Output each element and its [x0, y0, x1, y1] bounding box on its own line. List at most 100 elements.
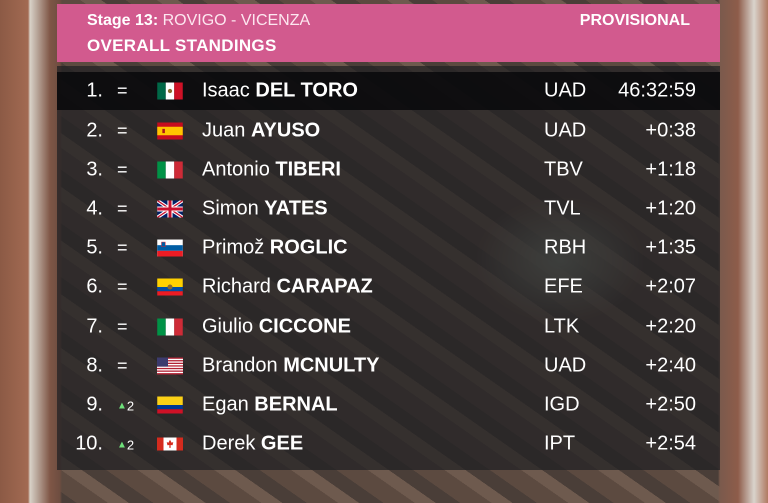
rider-first-name: Isaac [202, 79, 250, 102]
rider-position: 4. [86, 197, 103, 220]
standings-list: 1. = Isaac DEL TORO UAD 46:32:59 2. = Juan AYUS… [57, 72, 720, 464]
stage-label: Stage 13: [87, 12, 159, 29]
italy-flag-icon [157, 318, 183, 336]
position-change: = [117, 276, 128, 297]
rider-name: Antonio TIBERI [202, 158, 341, 181]
mexico-flag-icon [157, 82, 183, 100]
rider-last-name: TIBERI [275, 158, 341, 181]
position-change: = [117, 355, 128, 376]
standings-title: OVERALL STANDINGS [87, 36, 277, 55]
standings-row: 6. = Richard CARAPAZ EFE +2:07 [57, 268, 720, 307]
standings-row: 1. = Isaac DEL TORO UAD 46:32:59 [57, 72, 720, 110]
rider-first-name: Juan [202, 119, 246, 142]
rider-last-name: CICCONE [258, 315, 351, 338]
rider-first-name: Giulio [202, 315, 254, 338]
rider-last-name: BERNAL [254, 393, 338, 416]
team-code: EFE [544, 275, 583, 298]
position-change: = [117, 120, 128, 141]
standings-row: 7. = Giulio CICCONE LTK +2:20 [57, 307, 720, 346]
rider-first-name: Richard [202, 275, 271, 298]
rider-last-name: YATES [264, 197, 328, 220]
standings-row: 8. = Brandon MCNULTY UAD +2:40 [57, 346, 720, 385]
spain-flag-icon [157, 122, 183, 140]
rider-first-name: Egan [202, 393, 249, 416]
rider-name: Primož ROGLIC [202, 237, 348, 260]
position-change: ▲2 [117, 394, 134, 415]
rider-first-name: Simon [202, 197, 259, 220]
rider-name: Derek GEE [202, 433, 303, 456]
standings-row: 4. = Simon YATES TVL +1:20 [57, 189, 720, 228]
gc-time: +0:38 [645, 119, 696, 142]
team-code: RBH [544, 236, 587, 259]
colombia-flag-icon [157, 396, 183, 414]
position-change: ▲2 [117, 434, 134, 455]
standings-row: 9. ▲2 Egan BERNAL IGD +2:50 [57, 385, 720, 424]
rider-first-name: Primož [202, 236, 265, 259]
rider-last-name: MCNULTY [283, 354, 380, 377]
rider-first-name: Derek [202, 432, 256, 455]
rider-position: 8. [86, 354, 103, 377]
rider-name: Brandon MCNULTY [202, 354, 379, 377]
rider-position: 10. [75, 432, 103, 455]
rider-position: 2. [86, 119, 103, 142]
gc-time: +1:18 [645, 158, 696, 181]
gc-time: +2:20 [645, 315, 696, 338]
gc-time: +2:07 [645, 275, 696, 298]
rider-last-name: GEE [260, 432, 304, 455]
provisional-badge: PROVISIONAL [579, 12, 690, 29]
gc-time: +1:20 [645, 197, 696, 220]
rider-name: Simon YATES [202, 197, 328, 220]
team-code: UAD [544, 119, 587, 142]
rider-position: 5. [86, 236, 103, 259]
rider-last-name: CARAPAZ [276, 275, 373, 298]
rider-first-name: Brandon [202, 354, 278, 377]
position-change: = [117, 237, 128, 258]
gc-time: +1:35 [645, 236, 696, 259]
team-code: IGD [544, 393, 580, 416]
position-change: = [117, 80, 128, 101]
standings-row: 2. = Juan AYUSO UAD +0:38 [57, 111, 720, 150]
rider-first-name: Antonio [202, 158, 270, 181]
up-arrow-icon: ▲ [117, 400, 127, 412]
rider-name: Egan BERNAL [202, 393, 338, 416]
rider-name: Richard CARAPAZ [202, 276, 373, 299]
gc-time: +2:54 [645, 432, 696, 455]
standings-row: 10. ▲2 Derek GEE IPT +2:54 [57, 425, 720, 464]
team-code: TBV [544, 158, 583, 181]
position-change: = [117, 198, 128, 219]
positions-gained: 2 [126, 398, 135, 414]
position-change: = [117, 159, 128, 180]
standings-header: Stage 13: ROVIGO - VICENZA OVERALL STAND… [57, 4, 720, 62]
stage-route: ROVIGO - VICENZA [162, 12, 311, 29]
rider-position: 6. [86, 275, 103, 298]
standings-row: 3. = Antonio TIBERI TBV +1:18 [57, 150, 720, 189]
position-change: = [117, 316, 128, 337]
rider-name: Giulio CICCONE [202, 315, 351, 338]
rider-last-name: DEL TORO [255, 79, 358, 102]
stage-info: Stage 13: ROVIGO - VICENZA [87, 12, 310, 30]
standings-row: 5. = Primož ROGLIC RBH +1:35 [57, 229, 720, 268]
gc-time: 46:32:59 [618, 79, 696, 102]
team-code: TVL [544, 197, 581, 220]
canada-flag-icon [157, 436, 183, 453]
rider-position: 1. [86, 79, 103, 102]
team-code: LTK [544, 315, 580, 338]
rider-name: Juan AYUSO [202, 119, 320, 142]
gc-time: +2:40 [645, 354, 696, 377]
team-code: UAD [544, 79, 587, 102]
positions-gained: 2 [126, 437, 135, 453]
ecuador-flag-icon [157, 278, 183, 296]
slovenia-flag-icon [157, 239, 183, 257]
rider-last-name: AYUSO [250, 119, 321, 142]
rider-name: Isaac DEL TORO [202, 80, 358, 103]
rider-last-name: ROGLIC [269, 236, 348, 259]
gc-time: +2:50 [645, 393, 696, 416]
team-code: UAD [544, 354, 587, 377]
rider-position: 3. [86, 158, 103, 181]
italy-flag-icon [157, 161, 183, 179]
rider-position: 7. [86, 315, 103, 338]
uk-flag-icon [157, 200, 183, 218]
rider-position: 9. [86, 393, 103, 416]
up-arrow-icon: ▲ [117, 439, 127, 451]
usa-flag-icon [157, 357, 183, 375]
